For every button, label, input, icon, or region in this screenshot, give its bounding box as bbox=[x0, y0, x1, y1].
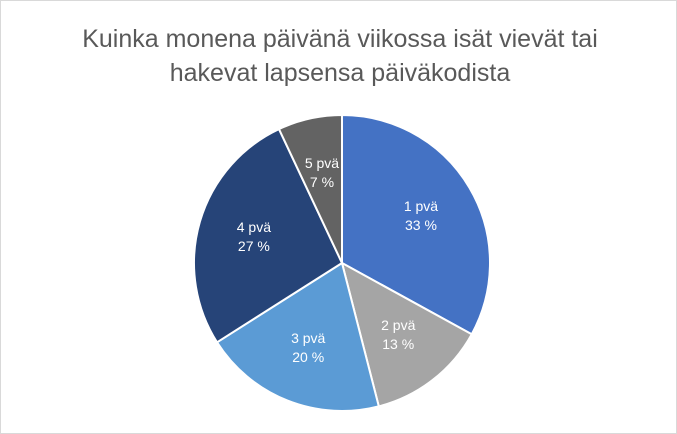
slice-value-label: 13 % bbox=[382, 336, 414, 352]
slice-category-label: 5 pvä bbox=[305, 155, 339, 171]
slice-category-label: 1 pvä bbox=[404, 198, 438, 214]
pie-slice bbox=[193, 127, 344, 344]
slice-category-label: 3 pvä bbox=[291, 330, 325, 346]
slice-value-label: 20 % bbox=[292, 349, 324, 365]
pie-slice bbox=[340, 261, 474, 408]
slice-category-label: 4 pvä bbox=[237, 219, 271, 235]
slice-value-label: 33 % bbox=[405, 217, 437, 233]
chart-title: Kuinka monena päivänä viikossa isät viev… bbox=[82, 25, 598, 87]
pie-slice bbox=[341, 113, 491, 336]
slice-category-label: 2 pvä bbox=[381, 317, 415, 333]
pie-slice bbox=[215, 261, 381, 412]
pie-slice bbox=[277, 113, 343, 264]
slice-value-label: 7 % bbox=[310, 174, 334, 190]
slice-value-label: 27 % bbox=[238, 238, 270, 254]
